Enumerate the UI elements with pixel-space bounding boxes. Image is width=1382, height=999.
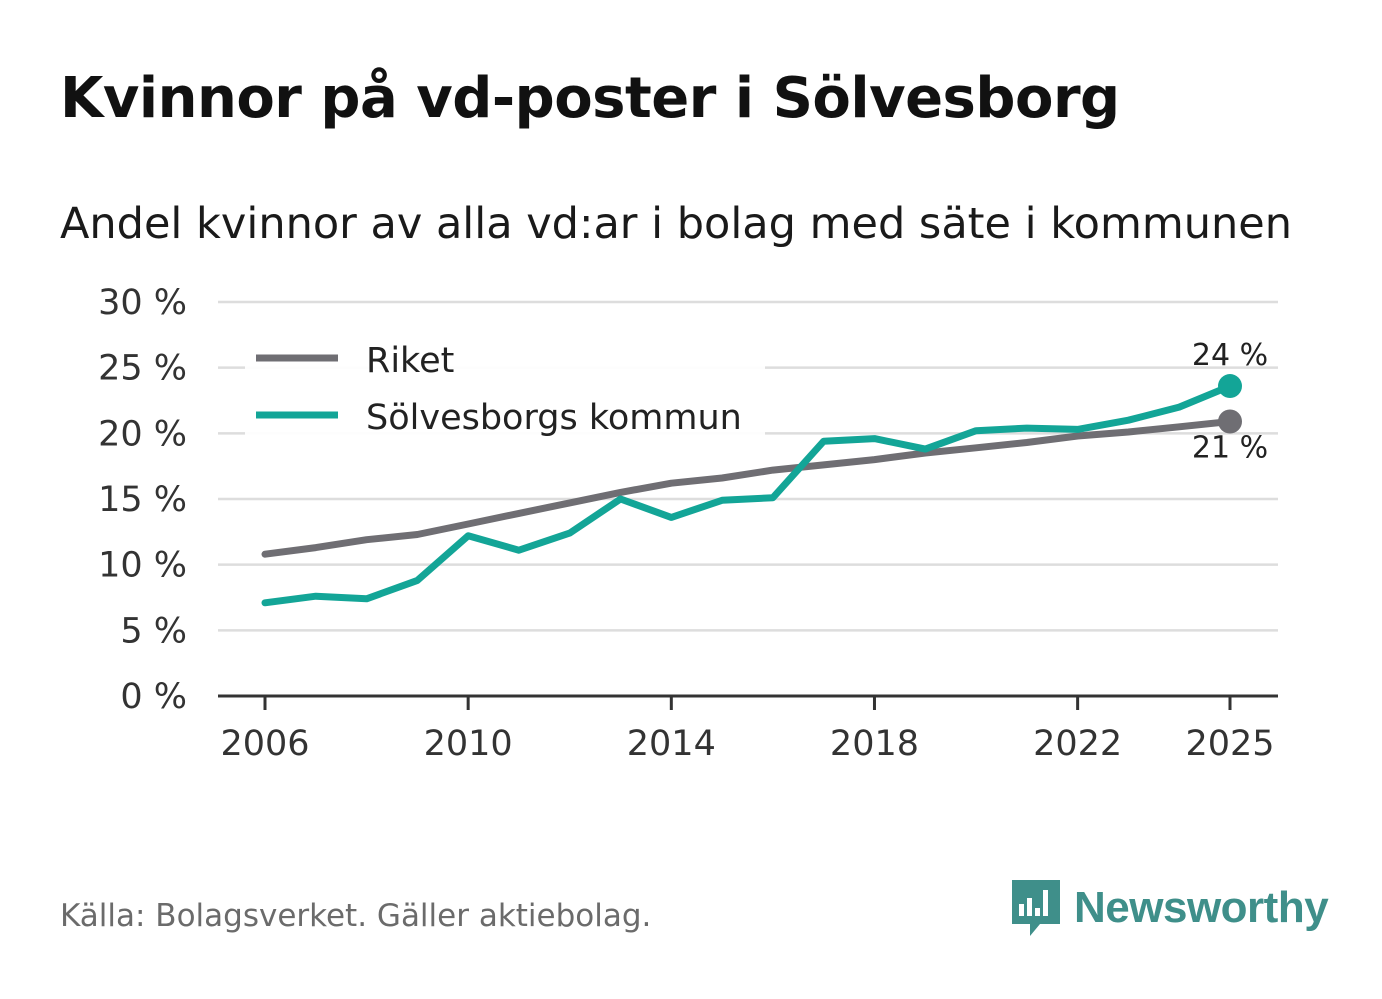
x-tick-label-2006: 2006 — [220, 724, 309, 764]
source-note: Källa: Bolagsverket. Gäller aktiebolag. — [60, 898, 652, 934]
x-tick-label-2014: 2014 — [627, 724, 716, 764]
chart-subtitle: Andel kvinnor av alla vd:ar i bolag med … — [60, 199, 1292, 249]
x-tick-label-2022: 2022 — [1033, 724, 1122, 764]
x-tick-label-2018: 2018 — [830, 724, 919, 764]
legend-background — [245, 330, 765, 438]
newsworthy-logo-icon — [1012, 880, 1060, 936]
y-tick-label-25: 25 % — [98, 349, 187, 389]
chart-title: Kvinnor på vd-poster i Sölvesborg — [60, 66, 1120, 131]
end-marker-solvesborg — [1218, 374, 1242, 399]
end-label-riket: 21 % — [1192, 431, 1268, 466]
y-tick-label-10: 10 % — [98, 546, 187, 586]
brand-name: Newsworthy — [1074, 883, 1329, 932]
legend-label-solvesborg: Sölvesborgs kommun — [366, 398, 742, 438]
series-line-solvesborg — [261, 382, 1234, 607]
series-line-riket — [261, 418, 1234, 558]
series-lines — [261, 382, 1234, 607]
end-label-solvesborg: 24 % — [1192, 338, 1268, 373]
y-tick-label-0: 0 % — [120, 677, 187, 717]
brand-logo: Newsworthy — [1010, 878, 1329, 938]
y-tick-label-30: 30 % — [98, 283, 187, 323]
y-axis-ticks: 0 % 5 % 10 % 15 % 20 % 25 % 30 % — [98, 283, 187, 717]
y-tick-label-5: 5 % — [120, 611, 187, 651]
y-tick-label-15: 15 % — [98, 480, 187, 520]
x-tick-label-2010: 2010 — [424, 724, 513, 764]
y-tick-label-20: 20 % — [98, 414, 187, 454]
legend-label-riket: Riket — [366, 341, 454, 381]
x-tick-label-2025: 2025 — [1185, 724, 1274, 764]
end-markers: 21 % 24 % — [1192, 338, 1268, 465]
legend: Riket Sölvesborgs kommun — [245, 330, 765, 438]
x-axis: 2006 2010 2014 2018 2022 2025 — [218, 694, 1278, 764]
end-marker-riket — [1218, 409, 1242, 434]
